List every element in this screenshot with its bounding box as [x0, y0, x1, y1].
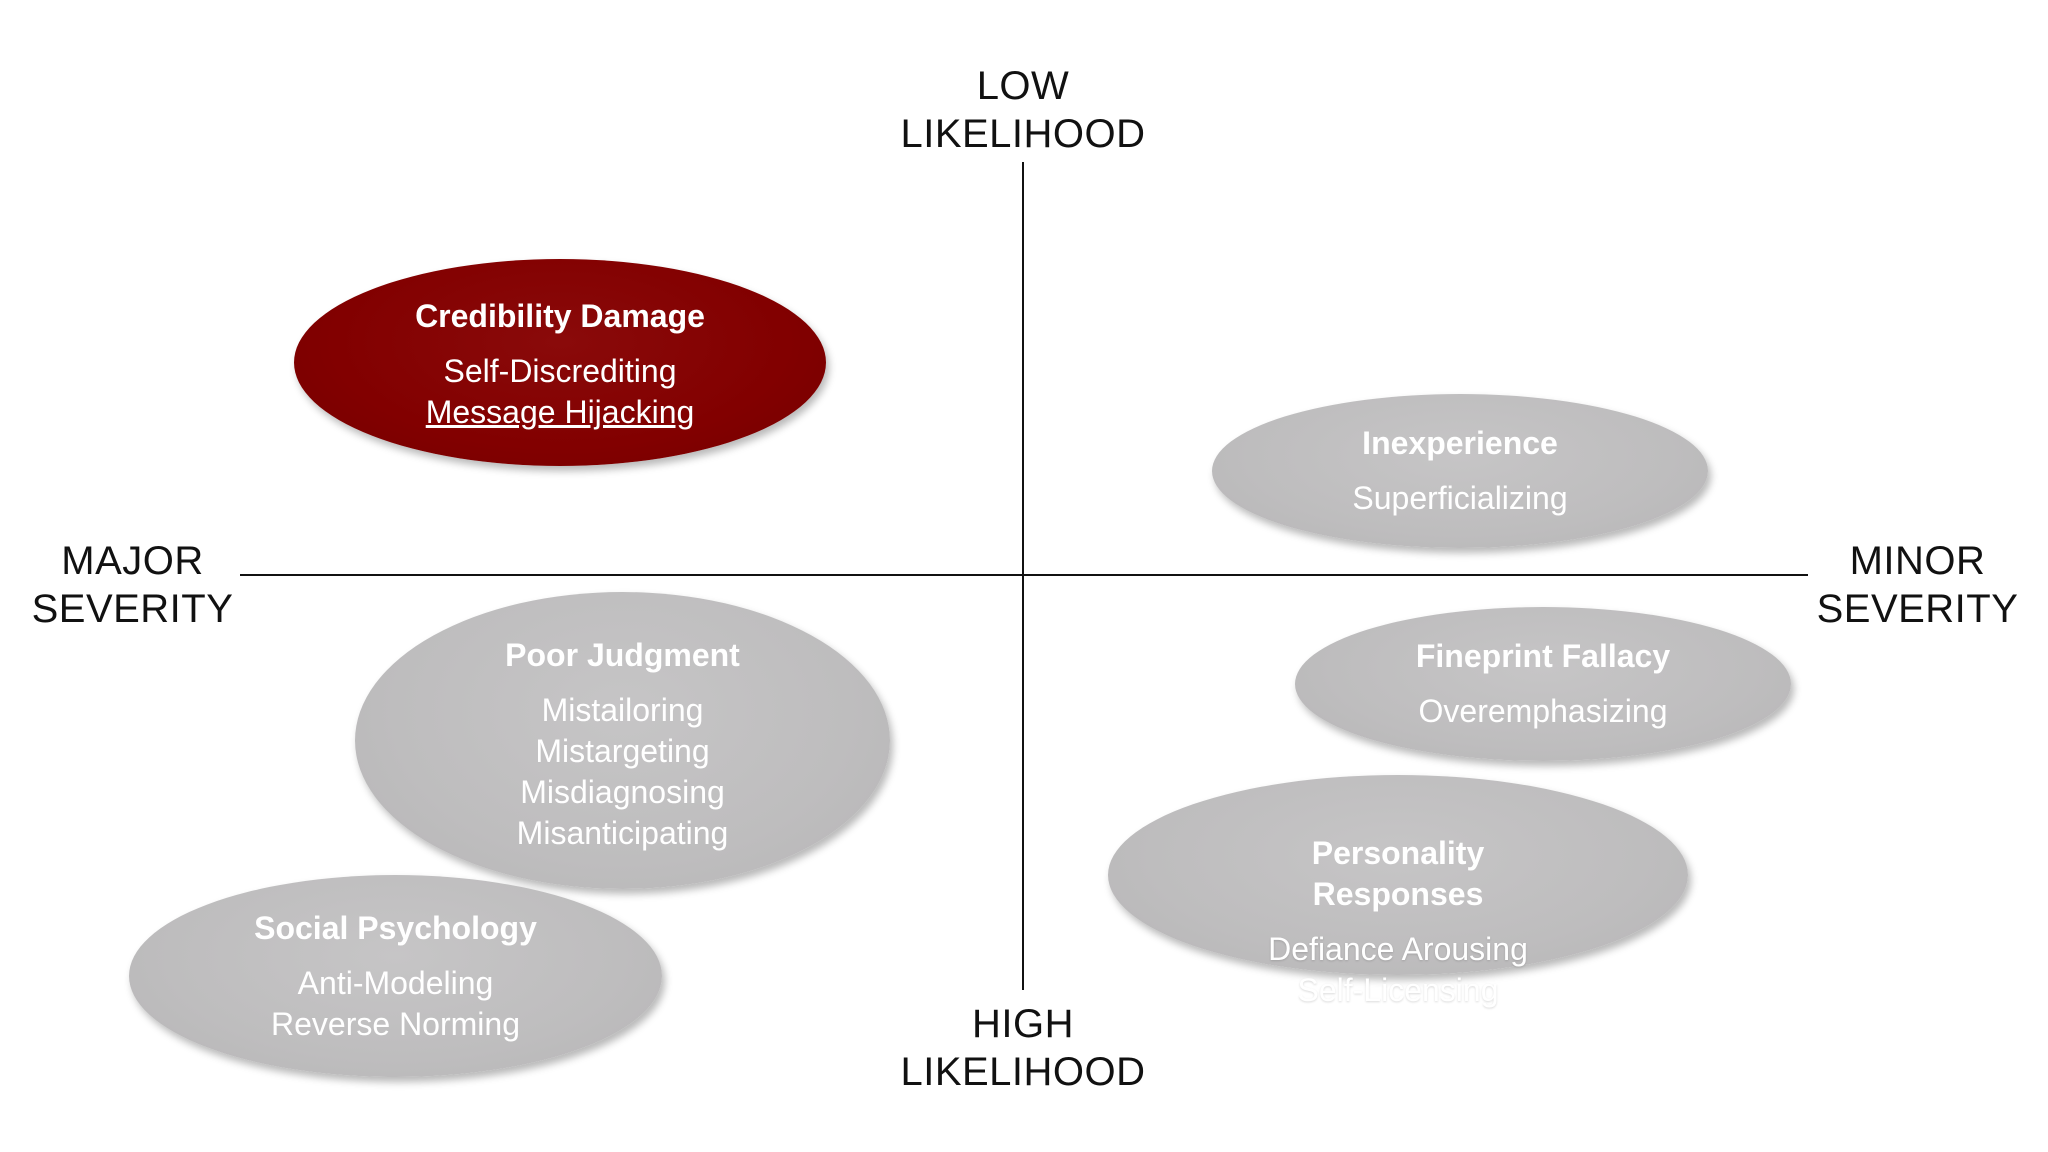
category-item: Message Hijacking [425, 394, 695, 430]
category-item: Defiance Arousing [1268, 931, 1528, 967]
category-title-line: Responses [1312, 876, 1484, 912]
category-title: Inexperience [1362, 425, 1558, 461]
category-item: Misdiagnosing [520, 774, 725, 810]
category-item: Mistailoring [541, 692, 704, 728]
category-item-list: Defiance Arousing Self-Licensing [1268, 929, 1528, 1011]
likelihood-axis-line [1022, 162, 1024, 990]
axis-label-line: LIKELIHOOD [900, 112, 1146, 156]
category-item: Mistargeting [535, 733, 710, 769]
category-title: Poor Judgment [505, 637, 740, 673]
category-item: Superficializing [1352, 480, 1568, 516]
axis-label-line: MINOR [1849, 539, 1986, 583]
axis-label-major-severity: MAJOR SEVERITY [10, 537, 255, 633]
category-ellipse-personality-responses: Personality Responses Defiance Arousing … [1108, 775, 1688, 1008]
category-title-line: Personality [1311, 835, 1485, 871]
category-title: Social Psychology [254, 909, 537, 946]
axis-label-line: SEVERITY [31, 587, 234, 631]
category-ellipse-social-psychology: Social Psychology Anti-Modeling Reverse … [129, 875, 662, 1077]
category-title: Personality Responses [1312, 833, 1485, 915]
category-item: Misanticipating [516, 815, 729, 851]
axis-label-high-likelihood: HIGH LIKELIHOOD [873, 1000, 1173, 1096]
axis-label-line: LIKELIHOOD [900, 1050, 1146, 1094]
category-title: Credibility Damage [415, 298, 705, 334]
category-ellipse-fineprint-fallacy: Fineprint Fallacy Overemphasizing [1295, 607, 1791, 761]
category-item: Anti-Modeling [297, 964, 494, 1001]
category-item: Overemphasizing [1418, 693, 1668, 729]
category-ellipse-credibility-damage: Credibility Damage Self-Discrediting Mes… [294, 259, 826, 466]
category-item: Reverse Norming [271, 1005, 520, 1042]
axis-label-minor-severity: MINOR SEVERITY [1795, 537, 2040, 633]
axis-label-line: HIGH [972, 1002, 1074, 1046]
category-ellipse-inexperience: Inexperience Superficializing [1212, 394, 1708, 548]
severity-axis-line [240, 574, 1808, 576]
category-item: Self-Discrediting [443, 353, 677, 389]
axis-label-low-likelihood: LOW LIKELIHOOD [873, 62, 1173, 158]
axis-label-line: MAJOR [61, 539, 204, 583]
category-title: Fineprint Fallacy [1415, 638, 1671, 674]
axis-label-line: SEVERITY [1816, 587, 2019, 631]
category-item: Self-Licensing [1297, 972, 1499, 1008]
axis-label-line: LOW [976, 64, 1070, 108]
category-ellipse-poor-judgment: Poor Judgment Mistailoring Mistargeting … [355, 592, 890, 889]
